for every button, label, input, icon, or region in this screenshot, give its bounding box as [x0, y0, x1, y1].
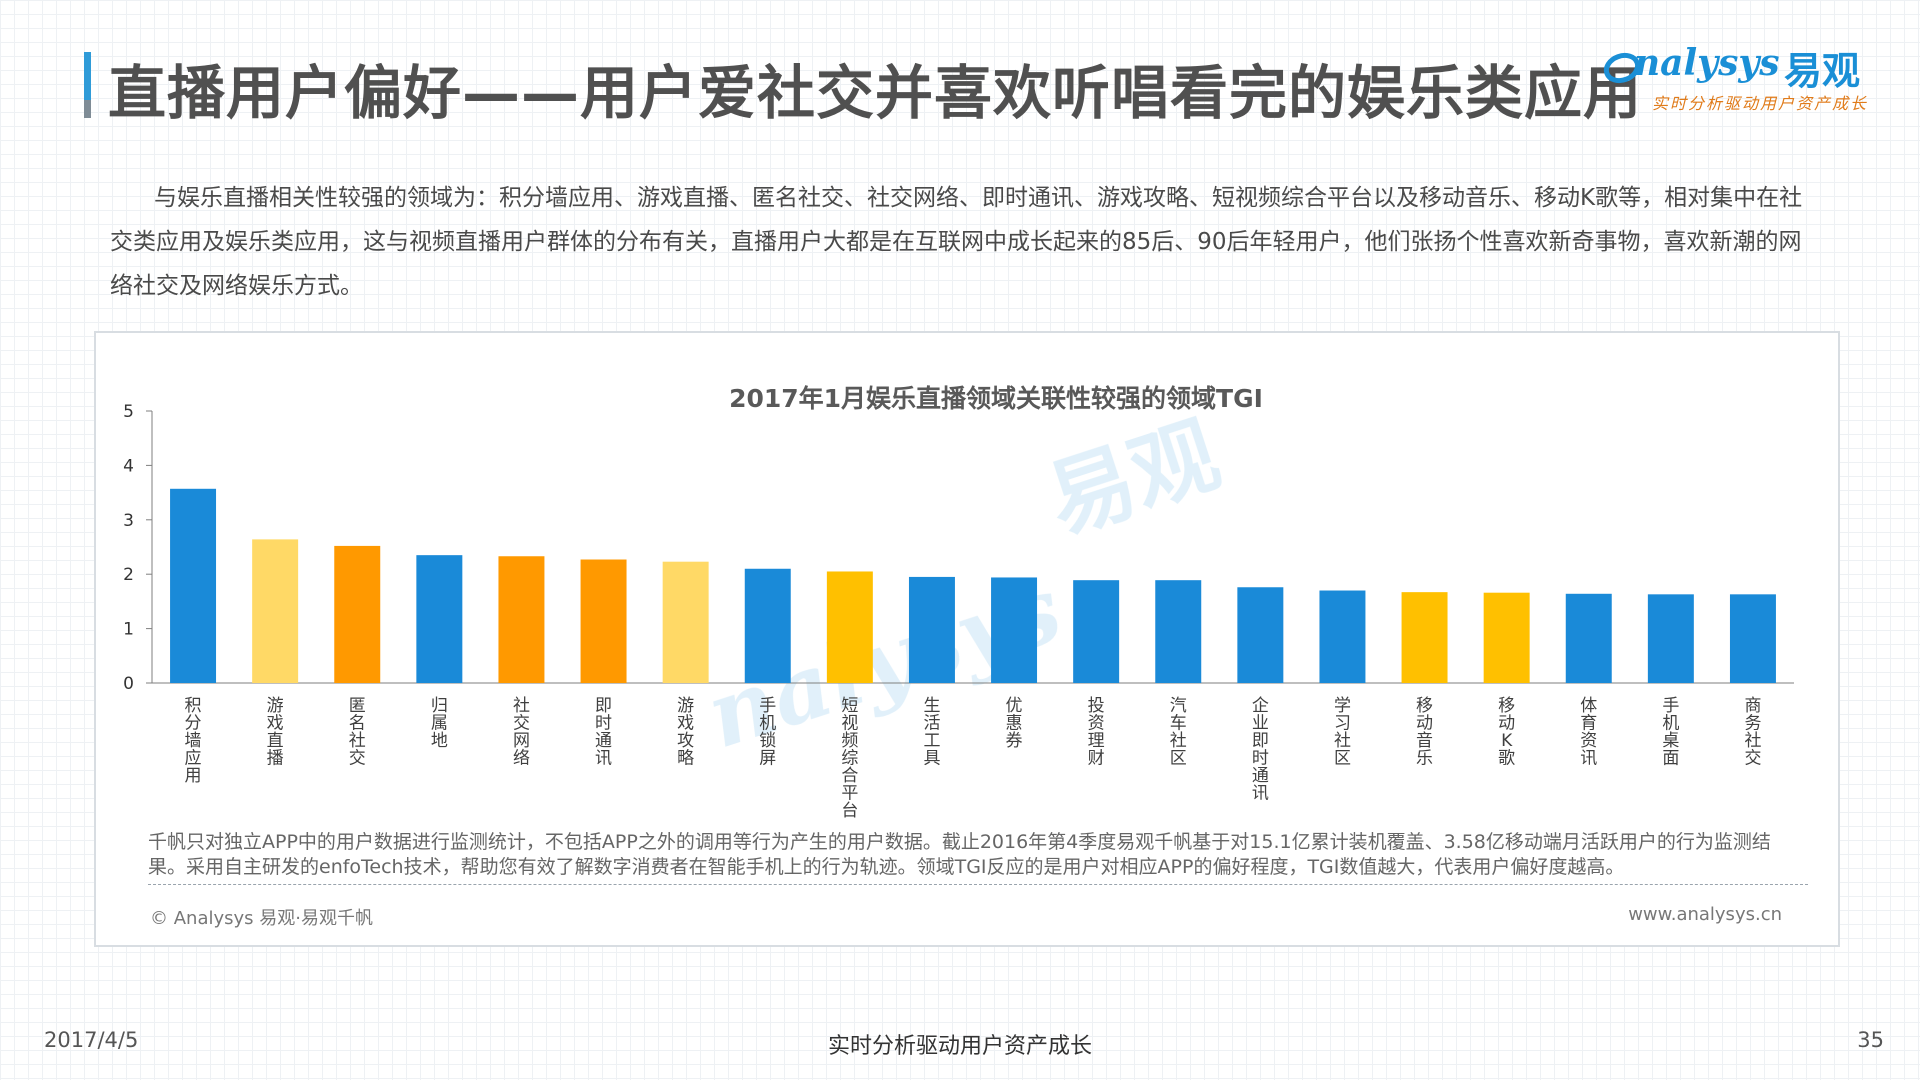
x-tick-label: 游戏攻略: [677, 696, 694, 769]
bar: [580, 559, 627, 683]
x-tick-label: 企业即时通讯: [1252, 696, 1269, 804]
logo-text: nalysys: [1634, 42, 1780, 84]
y-tick-label: 2: [123, 565, 134, 585]
x-tick-label: 商务社交: [1744, 696, 1761, 769]
x-tick-label: 短视频综合平台: [841, 696, 858, 821]
bar: [1155, 580, 1202, 683]
bar: [498, 556, 545, 683]
bar: [1401, 592, 1448, 683]
bar: [1647, 594, 1694, 683]
x-tick-label: 归属地: [431, 696, 448, 751]
y-tick-label: 5: [123, 402, 134, 422]
x-tick-label: 汽车社区: [1170, 696, 1187, 769]
page-number: 35: [1857, 1028, 1884, 1052]
title-accent-bar: [84, 52, 91, 118]
logo-swoosh-icon: [1603, 52, 1640, 84]
y-tick-label: 4: [123, 456, 134, 476]
bar: [744, 568, 791, 683]
bar: [1237, 587, 1284, 683]
bar: [1073, 580, 1120, 683]
x-tick-label: 体育资讯: [1580, 696, 1597, 769]
bar: [1319, 590, 1366, 683]
tgi-bar-chart: nalysys 易观 2017年1月娱乐直播领域关联性较强的领域TGI 0123…: [123, 384, 1794, 821]
logo-tagline: 实时分析驱动用户资产成长: [1652, 94, 1869, 113]
x-tick-label: 匿名社交: [349, 696, 366, 769]
x-tick-label: 手机桌面: [1662, 696, 1679, 769]
x-tick-label: 移动 K 歌: [1498, 696, 1515, 769]
x-tick-label: 生活工具: [923, 696, 940, 769]
bar: [662, 561, 709, 683]
bar: [826, 571, 873, 683]
x-tick-label: 投资理财: [1088, 696, 1105, 769]
source-url: www.analysys.cn: [1628, 904, 1782, 925]
chart-title: 2017年1月娱乐直播领域关联性较强的领域TGI: [729, 384, 1263, 413]
x-tick-label: 游戏直播: [267, 696, 284, 769]
y-tick-label: 0: [123, 674, 134, 694]
logo-cn: 易观: [1784, 49, 1861, 93]
data-note: 千帆只对独立APP中的用户数据进行监测统计，不包括APP之外的调用等行为产生的用…: [148, 830, 1808, 885]
bar: [170, 488, 217, 683]
intro-paragraph: 与娱乐直播相关性较强的领域为：积分墙应用、游戏直播、匿名社交、社交网络、即时通讯…: [110, 185, 1803, 299]
x-tick-label: 即时通讯: [595, 696, 612, 769]
title-accent-bar-gray: [84, 100, 91, 118]
y-tick-label: 1: [123, 620, 134, 640]
x-tick-label: 优惠券: [1006, 696, 1023, 751]
footer-date: 2017/4/5: [44, 1028, 139, 1052]
x-tick-label: 社交网络: [513, 696, 530, 769]
analysys-logo: nalysys 易观 实时分析驱动用户资产成长: [1603, 40, 1869, 120]
source-credit: © Analysys 易观·易观千帆: [150, 908, 373, 929]
x-tick-label: 手机锁屏: [759, 696, 776, 769]
svg-text:易观: 易观: [1036, 404, 1230, 552]
bar: [1729, 594, 1776, 683]
bar: [334, 545, 381, 683]
bar: [908, 576, 955, 683]
x-tick-label: 移动音乐: [1416, 696, 1433, 769]
footer-slogan: 实时分析驱动用户资产成长: [827, 1034, 1092, 1059]
page-title: 直播用户偏好——用户爱社交并喜欢听唱看完的娱乐类应用: [108, 59, 1643, 127]
bar: [416, 555, 463, 683]
bar: [1483, 592, 1530, 683]
y-tick-label: 3: [123, 511, 134, 531]
bar: [1565, 593, 1612, 683]
x-tick-label: 积分墙应用: [185, 696, 202, 786]
x-tick-label: 学习社区: [1334, 696, 1351, 769]
bar: [252, 539, 299, 683]
bar: [991, 577, 1038, 683]
